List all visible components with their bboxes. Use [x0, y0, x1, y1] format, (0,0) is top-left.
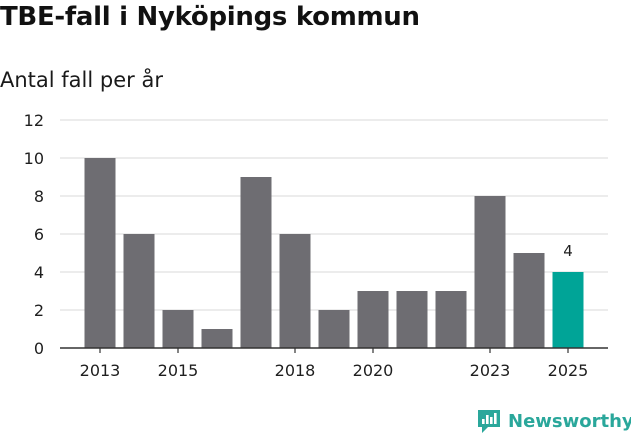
chart-subtitle: Antal fall per år — [0, 68, 163, 92]
bar — [123, 234, 155, 348]
x-tick-label: 2025 — [548, 361, 589, 380]
bar — [357, 291, 389, 348]
data-label: 4 — [563, 242, 573, 260]
bar — [84, 158, 116, 348]
x-tick-label: 2023 — [470, 361, 511, 380]
x-tick-label: 2018 — [275, 361, 316, 380]
x-tick-label: 2020 — [353, 361, 394, 380]
bar — [552, 272, 584, 348]
x-tick-label: 2013 — [80, 361, 121, 380]
chart-title: TBE-fall i Nyköpings kommun — [0, 2, 420, 32]
y-tick-label: 8 — [34, 187, 44, 206]
bar — [474, 196, 506, 348]
data-labels: 4 — [563, 242, 573, 260]
x-tick-label: 2015 — [158, 361, 199, 380]
bar — [162, 310, 194, 348]
bar — [513, 253, 545, 348]
y-tick-label: 12 — [24, 111, 44, 130]
y-tick-label: 10 — [24, 149, 44, 168]
y-tick-label: 4 — [34, 263, 44, 282]
brand-logo: Newsworthy — [476, 408, 631, 434]
y-tick-label: 2 — [34, 301, 44, 320]
bar — [318, 310, 350, 348]
bar — [396, 291, 428, 348]
newsworthy-logo-icon — [478, 410, 500, 433]
x-ticks: 2013 2015 2018 2020 2023 2025 — [80, 348, 589, 380]
bars — [60, 158, 608, 349]
bar — [240, 177, 272, 348]
brand-name: Newsworthy — [508, 410, 631, 432]
bar — [279, 234, 311, 348]
bar-chart: 0 2 4 6 8 10 12 2013 2015 2018 2020 2023 2025 4 — [24, 111, 608, 380]
bar — [201, 329, 233, 348]
bar — [435, 291, 467, 348]
y-tick-label: 0 — [34, 339, 44, 358]
y-tick-label: 6 — [34, 225, 44, 244]
y-tick-labels: 0 2 4 6 8 10 12 — [24, 111, 44, 358]
